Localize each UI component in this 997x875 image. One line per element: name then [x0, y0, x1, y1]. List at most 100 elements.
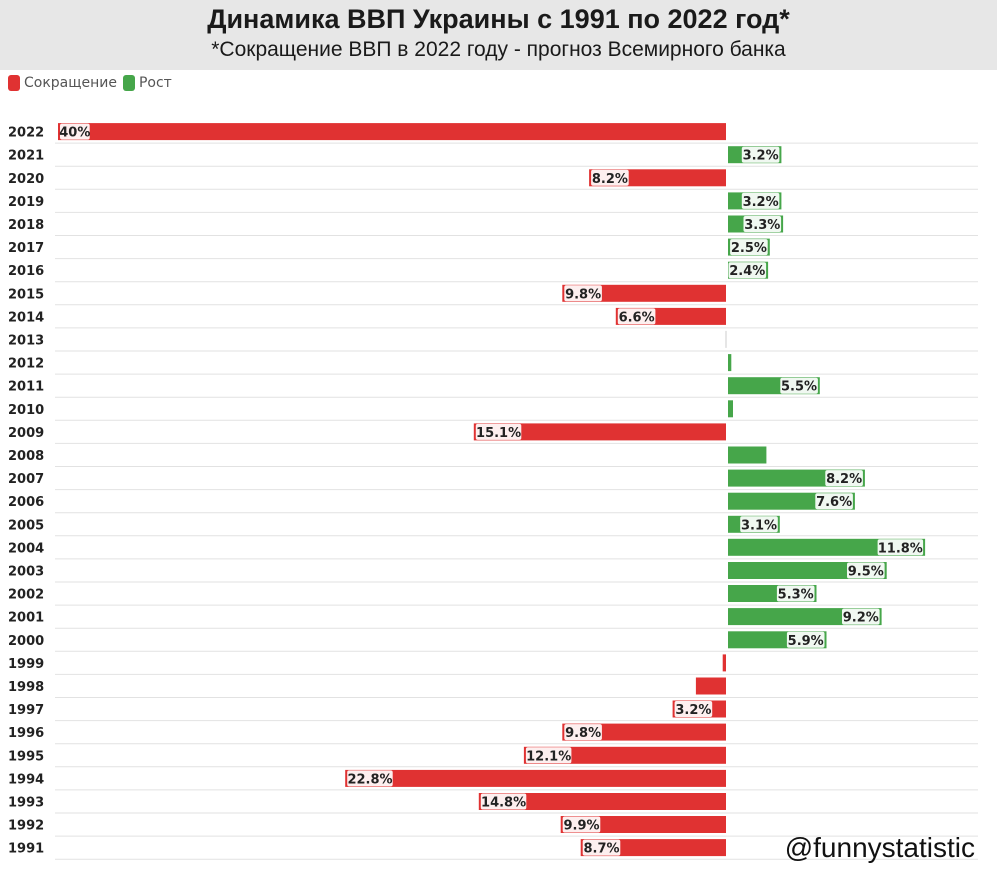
data-label-bg — [776, 585, 815, 602]
data-label: 3.3% — [744, 218, 780, 233]
data-label-bg — [591, 169, 629, 186]
bar-decline — [473, 423, 726, 441]
y-tick-label: 2000 — [8, 634, 44, 649]
data-label-bg — [780, 377, 818, 394]
data-label: 6.6% — [619, 310, 655, 325]
bar-growth — [728, 400, 733, 418]
data-label: 5.9% — [788, 634, 824, 649]
data-label: 8.2% — [592, 172, 628, 187]
chart-subtitle: *Сокращение ВВП в 2022 году - прогноз Вс… — [211, 38, 786, 61]
data-label-bg — [741, 146, 780, 163]
bar-growth — [728, 538, 926, 556]
y-tick-label: 2016 — [8, 264, 44, 279]
y-tick-label: 2001 — [8, 611, 44, 626]
legend-item-decline[interactable]: Сокращение — [8, 75, 117, 91]
data-label-bg — [877, 539, 924, 556]
y-tick-label: 2010 — [8, 403, 44, 418]
data-label: 2.5% — [731, 241, 767, 256]
legend-label-decline: Сокращение — [24, 75, 117, 91]
y-tick-label: 2008 — [8, 449, 44, 464]
data-label-bg — [743, 216, 782, 232]
bar-growth — [728, 354, 732, 372]
data-label: 3.1% — [741, 518, 777, 533]
y-tick-label: 1997 — [8, 703, 44, 718]
legend-label-growth: Рост — [138, 75, 172, 91]
data-label-bg — [525, 747, 572, 764]
y-tick-label: 2015 — [8, 287, 44, 302]
header-band: Динамика ВВП Украины с 1991 по 2022 год*… — [0, 0, 997, 70]
bar-decline — [722, 654, 726, 672]
y-tick-label: 2022 — [8, 126, 44, 141]
y-tick-label: 2018 — [8, 218, 44, 233]
data-label-bg — [617, 308, 656, 325]
data-label: 12.1% — [526, 749, 571, 764]
y-tick-label: 2002 — [8, 588, 44, 603]
chart-title: Динамика ВВП Украины с 1991 по 2022 год* — [207, 4, 790, 34]
y-tick-label: 2019 — [8, 195, 44, 210]
data-label-bg — [60, 123, 90, 140]
data-label-bg — [480, 793, 527, 810]
data-label: 22.8% — [347, 772, 392, 787]
y-tick-label: 2012 — [8, 357, 44, 372]
data-label: 7.6% — [816, 495, 852, 510]
y-tick-label: 1996 — [8, 726, 44, 741]
data-label: 14.8% — [481, 796, 526, 811]
bar-decline — [562, 723, 726, 741]
y-tick-label: 1994 — [8, 772, 44, 787]
data-label: 15.1% — [476, 426, 521, 441]
data-label-bg — [825, 470, 863, 487]
y-tick-label: 2003 — [8, 565, 44, 580]
data-label: 9.2% — [843, 611, 879, 626]
y-tick-label: 2013 — [8, 333, 44, 348]
bar-decline — [560, 816, 726, 833]
data-label: 11.8% — [878, 541, 923, 556]
bar-decline — [58, 123, 726, 141]
data-label-bg — [740, 516, 778, 533]
legend-item-growth[interactable]: Рост — [122, 75, 172, 91]
y-tick-label: 2004 — [8, 541, 44, 556]
y-tick-label: 2006 — [8, 495, 44, 510]
data-label-bg — [582, 839, 621, 856]
data-label-bg — [475, 423, 522, 440]
bar-decline — [695, 677, 726, 695]
y-tick-label: 1995 — [8, 749, 44, 764]
bar-decline — [478, 793, 726, 810]
bar-decline — [562, 284, 726, 302]
y-tick-label: 2014 — [8, 310, 44, 325]
bar-decline — [523, 746, 726, 764]
data-label-bg — [728, 262, 767, 279]
y-tick-label: 2017 — [8, 241, 44, 256]
data-label-bg — [564, 724, 602, 741]
data-label: 5.5% — [781, 380, 817, 395]
data-label: 9.9% — [563, 819, 599, 834]
data-label: 8.2% — [826, 472, 862, 487]
y-tick-label: 2009 — [8, 426, 44, 441]
legend-swatch-growth — [122, 75, 135, 91]
data-label: 9.8% — [565, 287, 601, 302]
data-label: 8.7% — [583, 842, 619, 857]
data-label-bg — [730, 239, 768, 256]
y-tick-label: 1998 — [8, 680, 44, 695]
y-tick-label: 1999 — [8, 657, 44, 672]
y-tick-label: 2005 — [8, 518, 44, 533]
y-tick-label: 1992 — [8, 819, 44, 834]
data-label: 9.5% — [848, 565, 884, 580]
data-label-bg — [674, 701, 713, 717]
data-label-bg — [847, 562, 885, 579]
data-label-bg — [815, 493, 853, 510]
data-label: 2.4% — [729, 264, 765, 279]
bar-decline — [345, 769, 726, 787]
data-label: 5.3% — [778, 588, 814, 603]
data-label: 3.2% — [743, 149, 779, 164]
data-label-bg — [564, 285, 602, 302]
y-tick-label: 1991 — [8, 842, 44, 857]
data-label: 3.2% — [743, 195, 779, 210]
data-label-bg — [741, 192, 780, 209]
data-label-bg — [347, 770, 393, 787]
y-tick-label: 2007 — [8, 472, 44, 487]
y-tick-label: 2011 — [8, 380, 44, 395]
y-tick-label: 1993 — [8, 796, 44, 811]
data-label-bg — [562, 816, 601, 833]
watermark: @funnystatistic — [784, 832, 975, 863]
